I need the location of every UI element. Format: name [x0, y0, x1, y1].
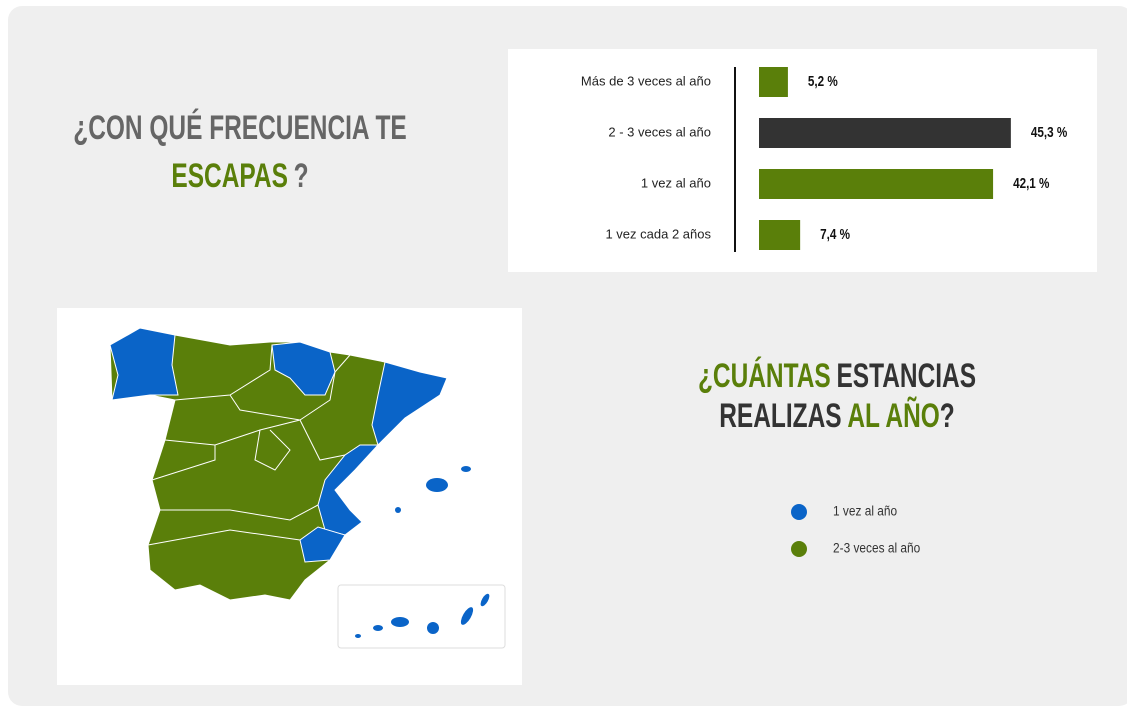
value-label: 5,2 %	[808, 73, 838, 90]
bar	[759, 118, 1011, 148]
map-title-part: ?	[940, 397, 955, 435]
island	[426, 478, 448, 492]
map-title: ¿CUÁNTAS ESTANCIAS	[698, 356, 976, 395]
legend-label: 1 vez al año	[833, 503, 897, 519]
canary-islands	[355, 593, 490, 638]
legend-label: 2-3 veces al año	[833, 540, 920, 556]
category-label: 1 vez cada 2 años	[605, 226, 711, 241]
title: ESCAPAS?	[171, 157, 308, 195]
borders	[147, 344, 351, 546]
island	[461, 466, 471, 472]
value-label: 7,4 %	[820, 226, 850, 243]
map-title-part: REALIZAS	[719, 397, 841, 435]
value-label: 42,1 %	[1013, 175, 1049, 192]
title: ¿CON QUÉ FRECUENCIA TE	[73, 108, 406, 147]
map-title-part: ESTANCIAS	[836, 357, 976, 395]
title-end: ?	[294, 157, 309, 195]
category-label: 2 - 3 veces al año	[608, 124, 711, 139]
bar	[759, 67, 788, 97]
map-title-part: AL AÑO	[847, 396, 939, 435]
map-title: REALIZAS AL AÑO?	[719, 396, 954, 435]
category-label: 1 vez al año	[641, 175, 711, 190]
legend-swatch	[791, 504, 807, 520]
bar	[759, 169, 994, 199]
bar	[759, 220, 801, 250]
island	[395, 507, 401, 513]
title-emphasis: ESCAPAS	[171, 157, 287, 195]
legend-swatch	[791, 541, 807, 557]
map-title-part: ¿CUÁNTAS	[698, 356, 831, 395]
map	[109, 327, 506, 649]
inset-box	[337, 584, 506, 649]
value-label: 45,3 %	[1031, 124, 1067, 141]
chart-panel	[508, 49, 1097, 272]
region	[371, 361, 448, 446]
region	[109, 327, 179, 401]
region	[271, 341, 336, 396]
region	[299, 526, 346, 563]
category-label: Más de 3 veces al año	[581, 73, 711, 88]
